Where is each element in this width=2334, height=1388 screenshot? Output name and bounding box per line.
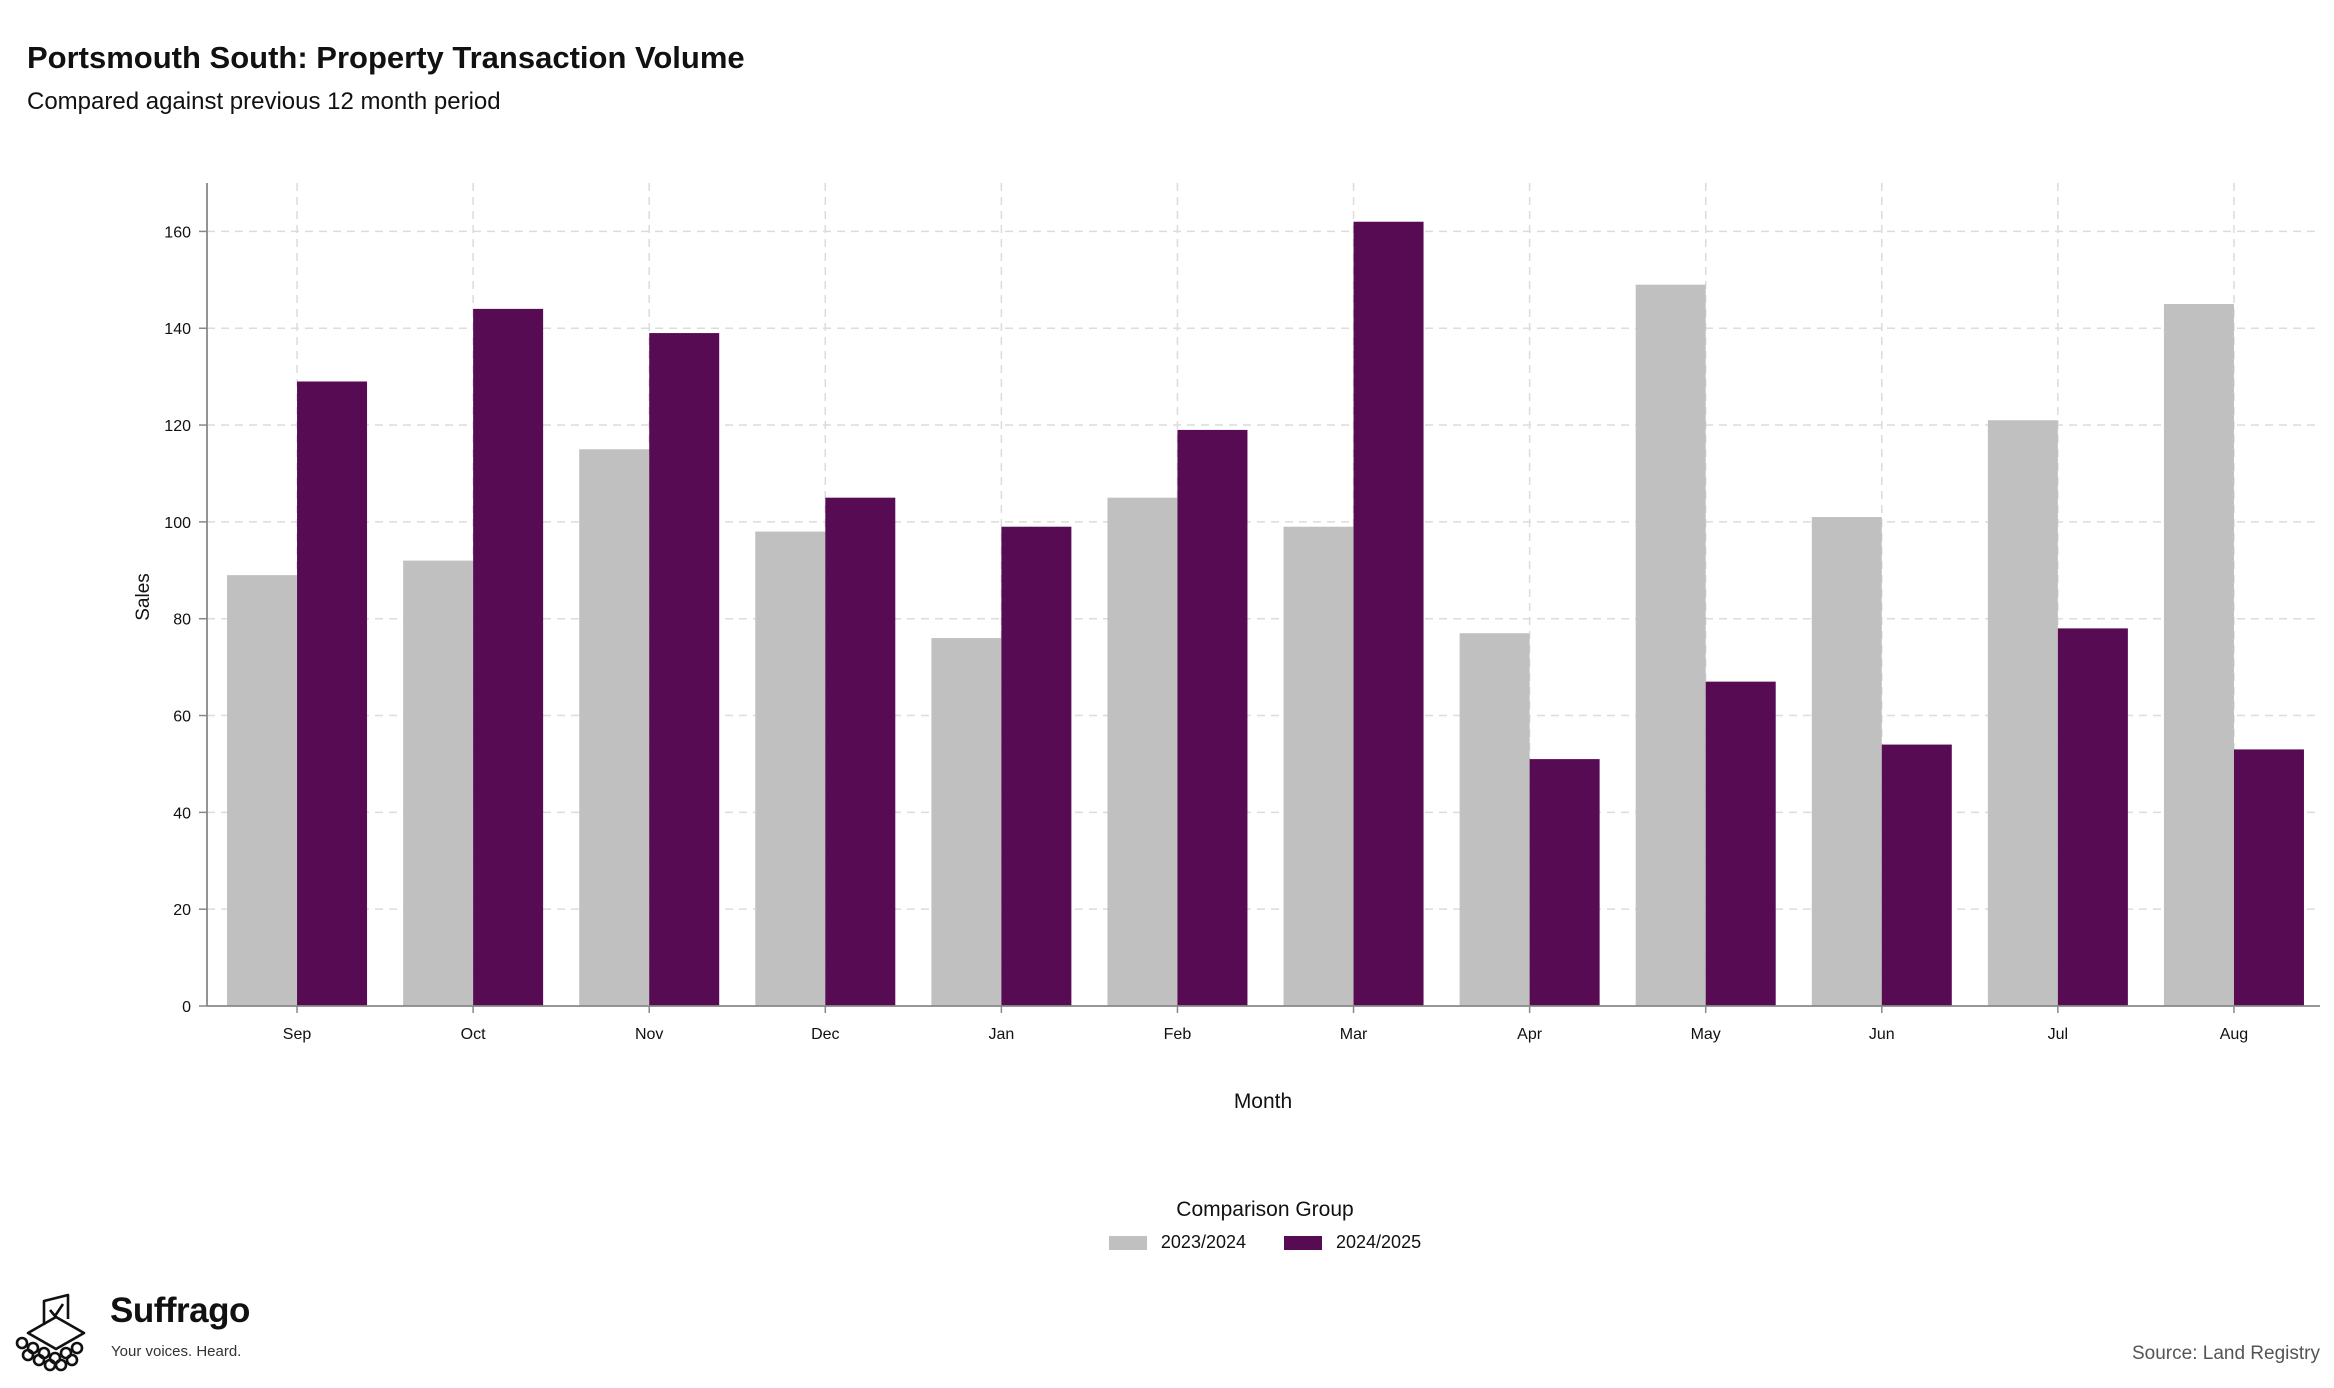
legend-label: 2024/2025 <box>1336 1232 1422 1252</box>
bar-2024-2025-oct <box>473 308 544 1006</box>
x-tick-label: Oct <box>461 1026 486 1043</box>
bar-2024-2025-mar <box>1353 221 1424 1006</box>
x-tick-label: Mar <box>1340 1026 1368 1043</box>
bar-2024-2025-jun <box>1881 744 1952 1006</box>
brand-block: Suffrago Your voices. Heard. <box>14 1291 314 1373</box>
legend-title: Comparison Group <box>1176 1198 1354 1221</box>
bar-2024-2025-jan <box>1001 526 1072 1006</box>
y-tick-label: 0 <box>182 999 191 1016</box>
y-tick-label: 60 <box>173 709 191 726</box>
legend-swatch <box>1284 1235 1322 1250</box>
bar-2023-2024-jan <box>931 638 1002 1006</box>
x-tick-label: Sep <box>283 1026 312 1043</box>
tick-labels: 0 20 40 60 80 100 120 140 160 Sep Oct Nov Dec Jan Feb M… <box>164 224 2248 1043</box>
y-tick-label: 40 <box>173 805 191 822</box>
bar-2023-2024-feb <box>1107 497 1178 1006</box>
y-tick-label: 140 <box>164 321 191 338</box>
x-tick-label: May <box>1691 1026 1721 1043</box>
bar-2023-2024-nov <box>579 449 650 1006</box>
y-tick-label: 120 <box>164 418 191 435</box>
bar-2023-2024-jun <box>1811 517 1882 1006</box>
y-tick-label: 100 <box>164 515 191 532</box>
legend-label: 2023/2024 <box>1160 1232 1246 1252</box>
bar-2024-2025-sep <box>297 381 368 1006</box>
x-tick-label: Dec <box>811 1026 839 1043</box>
x-tick-label: Feb <box>1164 1026 1192 1043</box>
bar-2023-2024-aug <box>2163 304 2234 1006</box>
bar-2024-2025-aug <box>2233 749 2304 1006</box>
x-tick-label: Jul <box>2048 1026 2068 1043</box>
bar-2024-2025-dec <box>825 497 896 1006</box>
x-axis-label: Month <box>1234 1090 1292 1113</box>
y-tick-label: 20 <box>173 902 191 919</box>
bar-2024-2025-may <box>1705 681 1776 1006</box>
legend-item-2024-2025: 2024/2025 <box>1284 1232 1421 1253</box>
legend: Comparison Group 2023/2024 2024/2025 <box>0 1198 2334 1253</box>
bar-chart: 0 20 40 60 80 100 120 140 160 Sep Oct Nov Dec Jan Feb M… <box>133 183 2320 1113</box>
legend-swatch <box>1108 1235 1147 1250</box>
y-tick-label: 160 <box>164 224 191 241</box>
brand-tagline: Your voices. Heard. <box>111 1343 242 1360</box>
axes <box>199 183 2320 1013</box>
bars <box>227 221 2304 1007</box>
bar-2024-2025-nov <box>649 333 720 1006</box>
x-tick-label: Jan <box>988 1026 1014 1043</box>
bar-2023-2024-sep <box>227 575 298 1006</box>
x-tick-label: Apr <box>1517 1026 1543 1043</box>
bar-2023-2024-may <box>1635 284 1706 1007</box>
x-tick-label: Jun <box>1869 1026 1895 1043</box>
bar-2023-2024-oct <box>403 560 474 1006</box>
x-tick-label: Aug <box>2220 1026 2248 1043</box>
bar-2023-2024-apr <box>1459 633 1530 1006</box>
bar-2024-2025-feb <box>1177 429 1248 1006</box>
legend-item-2023-2024: 2023/2024 <box>1108 1232 1246 1253</box>
y-axis-label: Sales <box>133 573 154 621</box>
bar-2023-2024-jul <box>1987 420 2058 1006</box>
brand-name: Suffrago <box>110 1291 250 1330</box>
source-note: Source: Land Registry <box>2132 1343 2320 1364</box>
legend-items: 2023/2024 2024/2025 <box>0 1232 2334 1253</box>
ballot-box-icon <box>15 1293 86 1372</box>
bar-2024-2025-apr <box>1529 759 1600 1006</box>
bar-2023-2024-dec <box>755 531 826 1006</box>
x-tick-label: Nov <box>635 1026 663 1043</box>
y-tick-label: 80 <box>173 612 191 629</box>
chart-subtitle: Compared against previous 12 month perio… <box>27 88 501 115</box>
chart-title: Portsmouth South: Property Transaction V… <box>27 40 745 75</box>
bar-2023-2024-mar <box>1283 526 1354 1006</box>
bar-2024-2025-jul <box>2057 628 2128 1006</box>
